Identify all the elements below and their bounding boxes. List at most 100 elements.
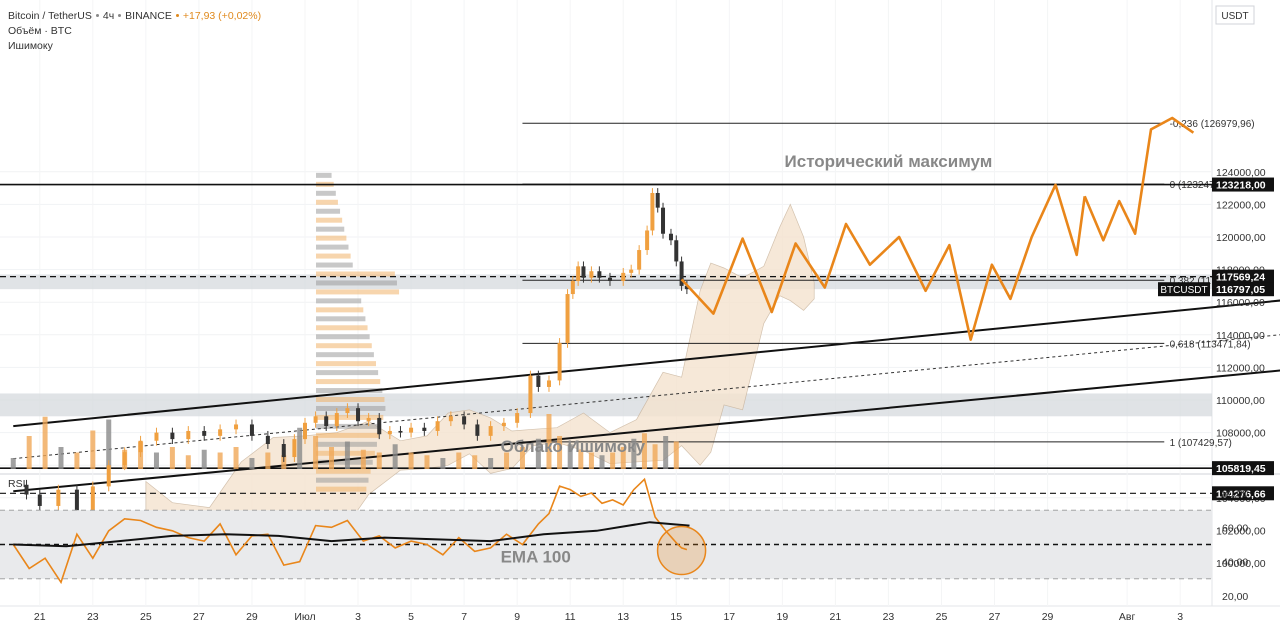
symbol-tag-bg [1158,282,1210,297]
volume-profile-bar [316,172,332,178]
volume-bar [58,447,64,469]
price-projection-path [680,183,1086,342]
candle-body [448,416,453,422]
candle-body [302,422,307,440]
volume-bar [641,433,647,469]
volume-profile-bar [316,244,349,250]
volume-bar [472,455,478,469]
price-axis-tick: 112000,00 [1216,362,1265,374]
price-axis-tick: 114000,00 [1216,330,1265,342]
price-level-tag: 123218,00 [1216,180,1266,192]
volume-profile-bar [316,361,376,367]
volume-profile-bar [316,379,381,385]
time-axis-tick: 27 [193,611,205,623]
price-level-tag-bg [1212,282,1274,297]
volume-profile-bar [316,226,345,232]
volume-profile-bar [316,343,372,349]
volume-bar [610,452,616,469]
candle-body [281,444,286,458]
volume-bar [344,441,350,469]
volume-profile-bar [316,235,347,241]
volume-bar [488,458,494,469]
candle-body [570,281,575,295]
price-axis-tick: 124000,00 [1216,167,1266,179]
volume-legend[interactable]: Объём · BTC [8,25,72,37]
volume-profile-bar [316,298,362,304]
volume-bar [578,449,584,469]
price-change: +17,93 (+0,02%) [182,10,262,22]
candle-body [356,408,361,422]
time-axis-tick: 3 [355,611,361,623]
volume-bar [673,441,679,469]
candle-body [661,207,666,234]
fib-level-label: -0,236 (126979,96) [1170,119,1255,130]
exchange-label: BINANCE [125,10,172,22]
channel-mid-line [13,334,1280,460]
time-axis-tick: 19 [777,611,789,623]
volume-profile-bar [316,397,385,402]
candle-body [684,285,689,290]
volume-bar [185,455,191,469]
chart-annotation: Исторический максимум [785,152,993,171]
time-axis-tick: 17 [723,611,735,623]
volume-profile-bar [316,280,397,286]
candle-body [154,432,159,441]
candle-body [475,424,480,436]
symbol-tag: BTCUSDT [1160,285,1207,296]
volume-profile-bar [316,432,380,438]
volume-profile-bar [316,217,343,223]
candle-body [650,192,655,231]
volume-bar [313,436,319,469]
interval-label[interactable]: 4ч [102,10,115,22]
candle-body [629,269,634,273]
volume-profile-bar [316,253,351,259]
candle-body [90,486,95,511]
support-zone-1 [0,274,1212,290]
volume-profile-bar [316,352,374,358]
volume-profile-bar [316,289,400,295]
volume-profile-bar [316,486,367,492]
volume-bar [567,444,573,469]
ichimoku-legend[interactable]: Ишимоку [8,40,53,52]
time-axis-tick: 15 [670,611,682,623]
fib-level-label: 1 (107429,57) [1170,438,1232,449]
candle-body [576,266,581,282]
time-axis-tick: 13 [617,611,629,623]
price-level-tag-bg [1212,486,1274,501]
price-axis-tick: 108000,00 [1216,428,1266,440]
volume-bar [392,444,398,469]
ema-label: EMA 100 [501,548,571,567]
volume-bar [663,436,669,469]
volume-bar [233,447,239,469]
candle-body [679,261,684,286]
time-axis-tick: 3 [1177,611,1183,623]
rsi-axis-tick: 40,00 [1222,557,1248,569]
volume-bar [408,452,414,469]
candle-body [462,416,467,425]
time-axis-tick: 21 [34,611,46,623]
candle-body [398,430,403,433]
candle-body [536,375,541,387]
time-axis-tick: 23 [883,611,895,623]
candle-body [387,430,392,435]
volume-bar [106,419,112,469]
candle-body [186,430,191,440]
candle-body [621,272,626,282]
time-axis-tick: 7 [461,611,467,623]
candle-body [565,294,570,343]
rsi-highlight-circle [656,525,707,576]
candle-body [170,432,175,440]
time-axis-tick: 27 [989,611,1001,623]
volume-profile-bar [316,325,368,331]
volume-bar [588,452,594,469]
price-level-tag-bg [1212,461,1274,476]
symbol-name[interactable]: Bitcoin / TetherUS [8,10,92,22]
candle-body [488,426,493,436]
rsi-axis-tick: 20,00 [1222,591,1248,603]
time-axis-tick: 25 [936,611,948,623]
volume-bar [546,414,552,469]
candle-body [435,421,440,431]
time-axis-tick: Авг [1119,611,1136,623]
volume-bar [201,449,207,469]
